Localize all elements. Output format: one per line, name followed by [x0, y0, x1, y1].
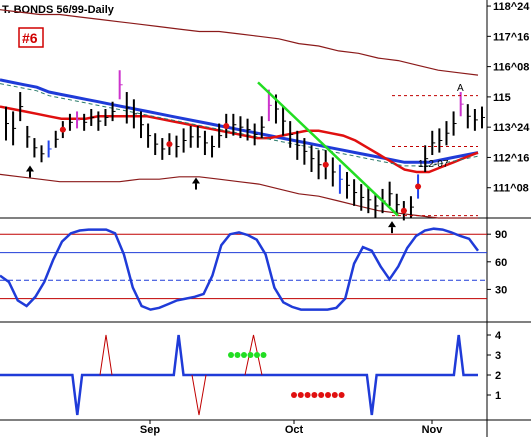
count-tick-label: 2: [495, 370, 501, 382]
red-count-dot: [297, 392, 304, 398]
green-count-dot: [247, 352, 254, 358]
count-spike-red: [244, 334, 263, 376]
red-count-dot: [325, 392, 331, 398]
green-count-dot: [228, 352, 234, 358]
count-tick-label: 1: [495, 390, 501, 402]
oscillator-tick-label: 30: [495, 284, 507, 296]
price-tick-label: 112^16: [493, 152, 529, 164]
x-tick-label: Sep: [140, 424, 160, 436]
blue-moving-average: [0, 78, 479, 164]
price-tick-label: 111^08: [493, 183, 529, 195]
price-tick-label: 117^16: [493, 31, 529, 43]
dashed-average-line: [0, 83, 479, 167]
signal-dot: [166, 141, 173, 148]
signal-dot: [223, 122, 230, 129]
signal-dot: [322, 161, 329, 168]
red-count-dot: [331, 392, 338, 398]
oscillator-tick-label: 60: [495, 257, 507, 269]
up-arrow-icon: [192, 177, 200, 184]
green-count-dot: [254, 352, 260, 358]
badge-frame: [18, 27, 44, 48]
x-tick-label: Nov: [422, 424, 444, 436]
oscillator-tick-label: 90: [495, 229, 507, 241]
red-moving-average: [0, 105, 479, 174]
price-tick-label: 115: [493, 92, 511, 104]
trend-line: [257, 81, 399, 217]
price-tick-label: 118^24: [493, 1, 530, 13]
count-spike-red: [191, 374, 207, 416]
signal-dot: [415, 183, 422, 190]
signal-dot: [59, 126, 66, 133]
green-count-dot: [234, 352, 241, 358]
lower-band-line: [0, 173, 478, 219]
upper-band-line: [0, 9, 479, 76]
green-count-dot: [260, 352, 267, 358]
badge-label: #6: [22, 30, 38, 46]
red-count-dot: [291, 392, 297, 398]
price-tick-label: 116^08: [493, 62, 529, 74]
count-tick-label: 4: [495, 330, 502, 342]
up-arrow-icon: [26, 165, 34, 172]
green-count-dot: [241, 352, 247, 358]
red-count-dot: [318, 392, 325, 398]
count-spike-red: [99, 334, 113, 376]
signal-dot: [400, 207, 407, 214]
count-tick-label: 3: [495, 350, 501, 362]
price-tick-label: 113^24: [493, 122, 530, 134]
up-arrow-icon: [388, 221, 396, 228]
annotation-level: 112-07: [418, 159, 449, 170]
annotation-a: A: [457, 83, 464, 94]
red-count-dot: [338, 392, 345, 398]
oscillator-line: [0, 227, 480, 311]
red-count-dot: [304, 392, 311, 398]
red-count-dot: [311, 392, 318, 398]
x-tick-label: Oct: [285, 424, 304, 436]
count-line: [0, 334, 478, 416]
